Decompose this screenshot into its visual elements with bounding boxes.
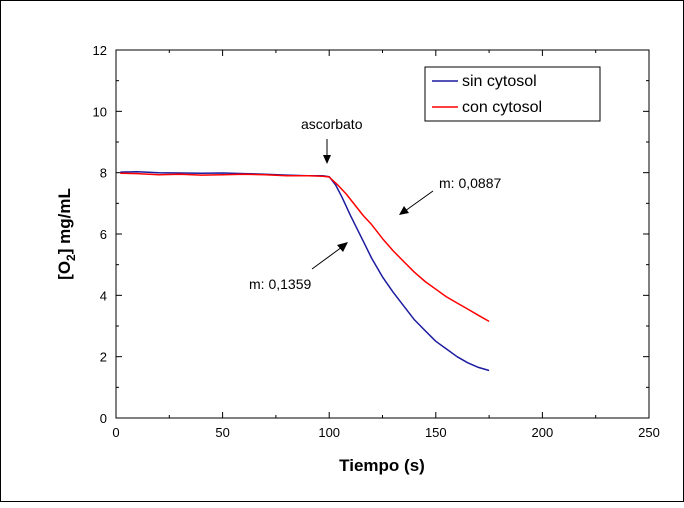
arrow-m-0887 [404, 190, 434, 212]
y-tick-label: 2 [100, 350, 107, 365]
y-tick-label: 0 [100, 411, 107, 426]
y-tick-label: 4 [100, 288, 107, 303]
x-tick-label: 250 [638, 425, 660, 440]
y-axis-label: [O2] mg/mL [55, 188, 78, 280]
x-axis-label: Tiempo (s) [339, 456, 425, 475]
arrowhead-ascorbato [323, 155, 331, 164]
x-tick-label: 0 [112, 425, 119, 440]
x-tick-label: 200 [532, 425, 554, 440]
y-tick-label: 6 [100, 227, 107, 242]
x-tick-label: 50 [215, 425, 229, 440]
y-axis-label-main: [O [55, 261, 74, 280]
y-tick-label: 10 [93, 104, 107, 119]
legend-box [424, 66, 601, 122]
arrowhead-m-1359 [337, 242, 348, 252]
series-line-con-cytosol [120, 172, 490, 323]
y-axis-label-rest: ] mg/mL [55, 188, 74, 254]
y-tick-label: 8 [100, 166, 107, 181]
data-series [120, 170, 490, 372]
axis-ticks: 0 50 100 150 200 250 0 2 4 6 8 10 12 [93, 43, 660, 440]
series-line-sin-cytosol [120, 170, 490, 372]
y-axis-label-sub: 2 [64, 254, 78, 261]
arrowhead-m-0887 [399, 206, 409, 215]
annotation-m-0887: m: 0,0887 [439, 175, 501, 191]
arrow-m-1359 [311, 246, 343, 270]
annotation-ascorbato: ascorbato [301, 116, 363, 132]
x-tick-label: 100 [318, 425, 340, 440]
legend-label-con-cytosol: con cytosol [462, 99, 542, 116]
legend-label-sin-cytosol: sin cytosol [462, 73, 537, 90]
x-tick-label: 150 [425, 425, 447, 440]
y-tick-label: 12 [93, 43, 107, 58]
annotation-m-1359: m: 0,1359 [249, 276, 311, 292]
